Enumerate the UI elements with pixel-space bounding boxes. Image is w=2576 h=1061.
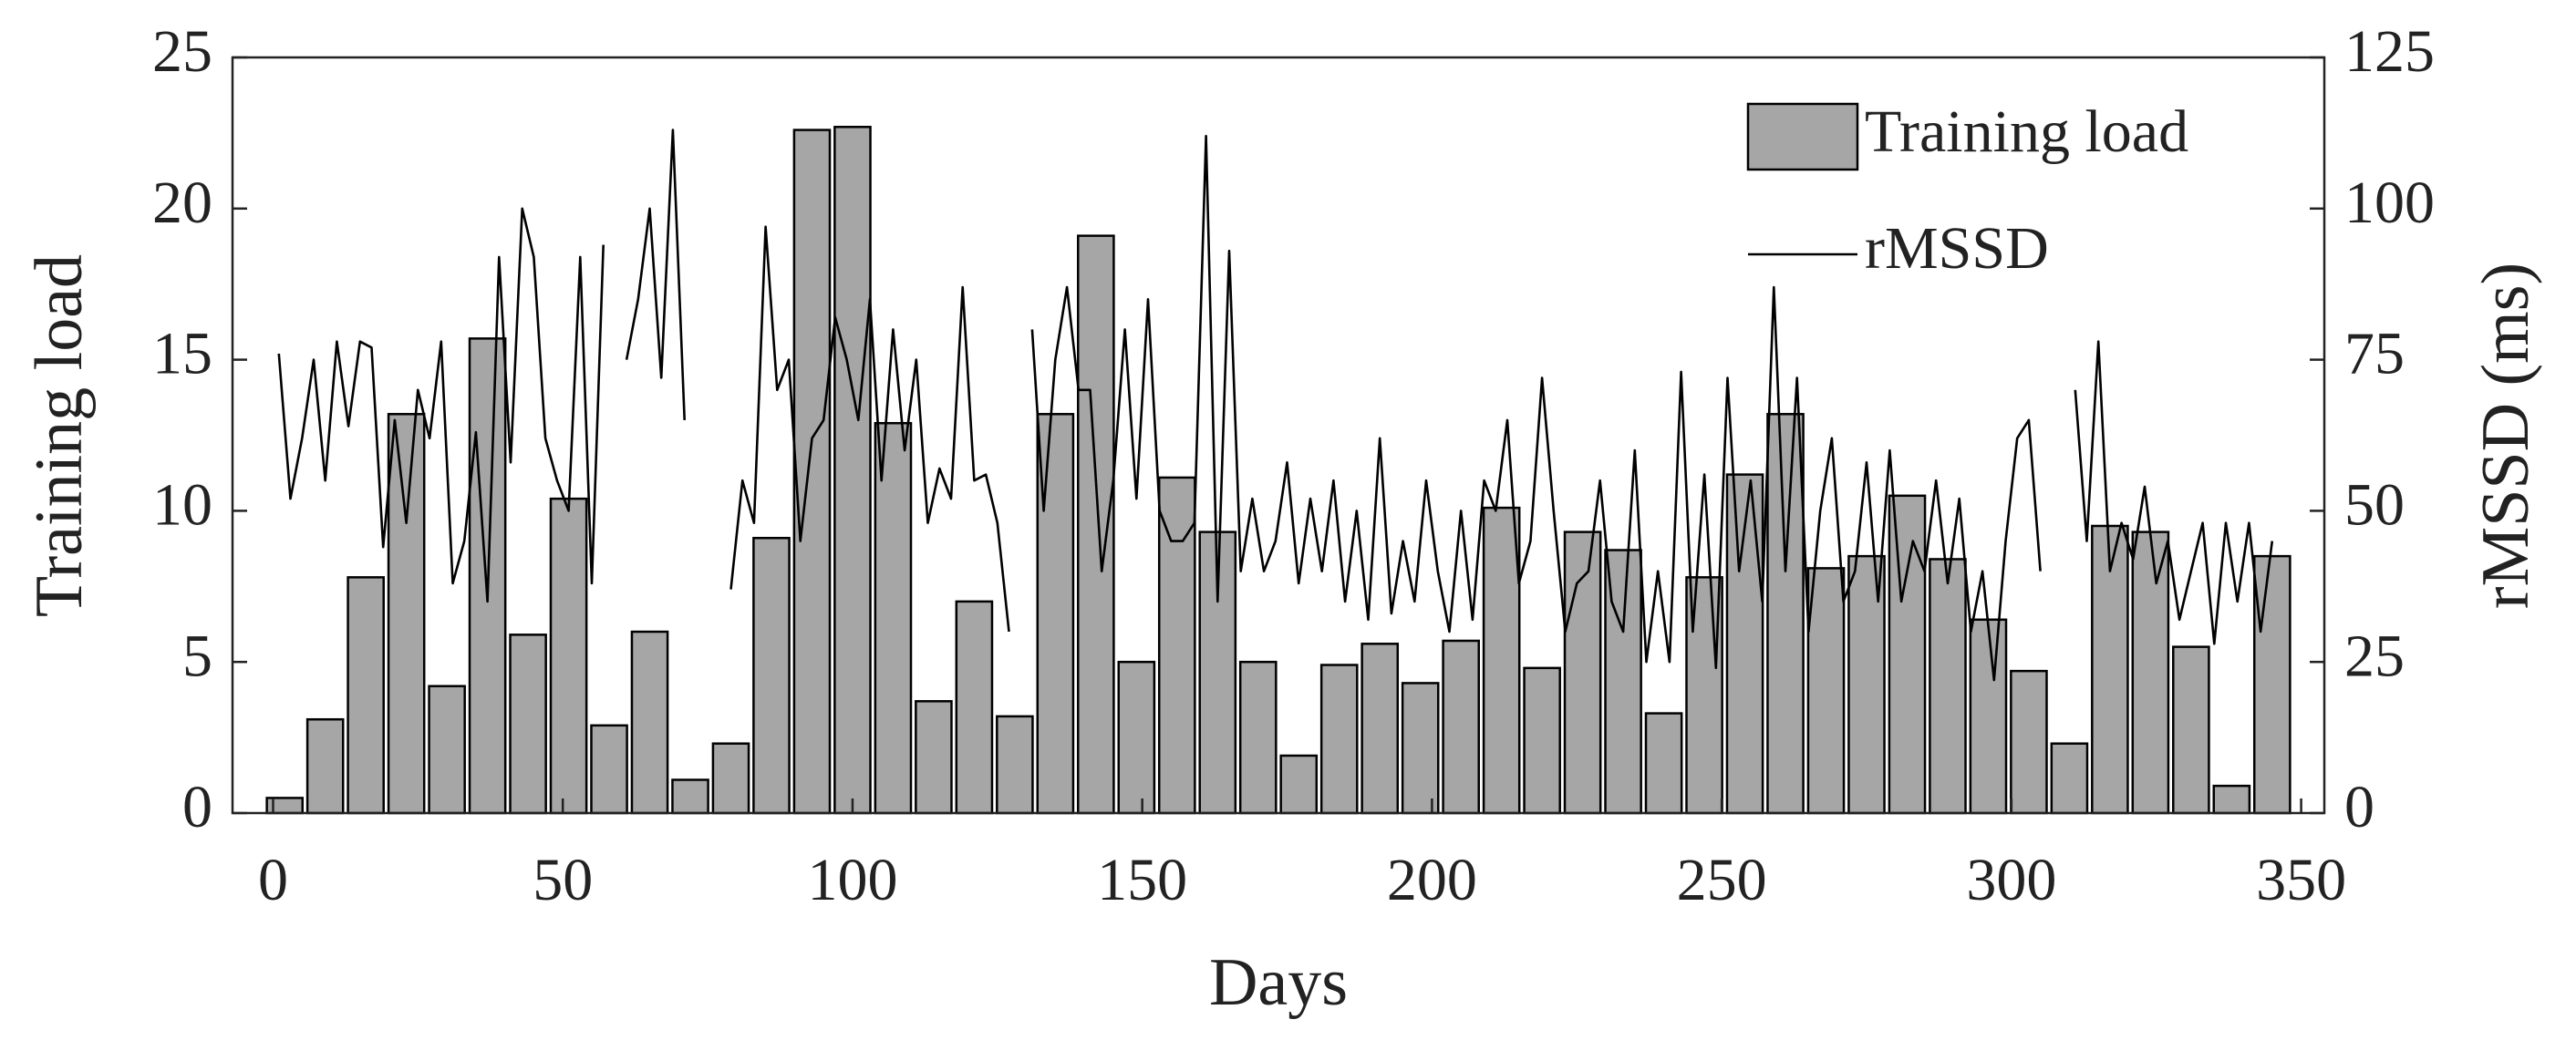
x-tick-label: 350 [2256, 847, 2346, 913]
bar [2010, 669, 2048, 815]
bar [1806, 567, 1846, 815]
bar [711, 742, 750, 815]
y-tick-label: 15 [152, 321, 212, 387]
y-axis-label: Training load [22, 254, 97, 617]
bar [1401, 682, 1440, 815]
plot-frame [231, 56, 2326, 815]
x-tick-label: 300 [1966, 847, 2056, 913]
bar [915, 700, 953, 815]
bar [1644, 712, 1683, 815]
bar [509, 634, 547, 815]
x-tick-label: 150 [1097, 847, 1187, 913]
bar [1238, 660, 1278, 815]
x-tick-label: 250 [1677, 847, 1767, 913]
bar [996, 715, 1034, 815]
x-tick-label: 50 [533, 847, 593, 913]
y2-axis-label: rMSSD (ms) [2468, 263, 2543, 609]
bar [428, 685, 466, 815]
legend-swatch [1746, 102, 1859, 171]
y2-tick-label: 100 [2344, 170, 2435, 236]
bar [1766, 413, 1805, 815]
bar [1969, 618, 2008, 815]
bar [752, 536, 791, 815]
bar [305, 717, 345, 815]
bar [2172, 645, 2210, 815]
bar [1279, 754, 1319, 815]
y-tick-label: 10 [152, 472, 212, 539]
legend-label: rMSSD [1865, 215, 2049, 282]
x-tick-label: 0 [258, 847, 288, 913]
bar [1563, 530, 1602, 815]
y2-tick-label: 25 [2344, 623, 2405, 689]
y2-tick-label: 0 [2344, 774, 2374, 840]
bar [2131, 530, 2170, 815]
line [277, 129, 2274, 682]
bar [1319, 664, 1359, 815]
y-tick-label: 5 [182, 623, 212, 689]
bar [2091, 524, 2129, 815]
bar [955, 600, 994, 815]
y-tick-label: 20 [152, 170, 212, 236]
bar [1888, 494, 1927, 815]
bar [549, 497, 588, 815]
bar [2050, 742, 2089, 815]
bar [792, 129, 832, 815]
bar [833, 126, 872, 815]
bar [1523, 666, 1561, 815]
y2-tick-label: 125 [2344, 18, 2435, 85]
bar [874, 421, 913, 815]
y2-tick-label: 75 [2344, 321, 2405, 387]
bar [1442, 639, 1480, 815]
bar [1482, 506, 1521, 815]
bar [1929, 558, 1967, 815]
bar [1036, 413, 1075, 815]
y2-tick-label: 50 [2344, 472, 2405, 539]
y-tick-label: 0 [182, 774, 212, 840]
bar [630, 630, 669, 815]
bar [1360, 643, 1400, 815]
bar [2252, 554, 2292, 815]
x-tick-label: 200 [1387, 847, 1477, 913]
bar [387, 413, 426, 815]
bar [590, 724, 628, 815]
x-tick-label: 100 [807, 847, 897, 913]
bar [1157, 476, 1196, 815]
bar [347, 576, 385, 815]
x-axis-label: Days [1209, 945, 1348, 1020]
legend-label: Training load [1865, 98, 2188, 165]
bar [671, 778, 709, 815]
bar [1117, 660, 1156, 815]
y-tick-label: 25 [152, 18, 212, 85]
bar [2212, 784, 2251, 815]
